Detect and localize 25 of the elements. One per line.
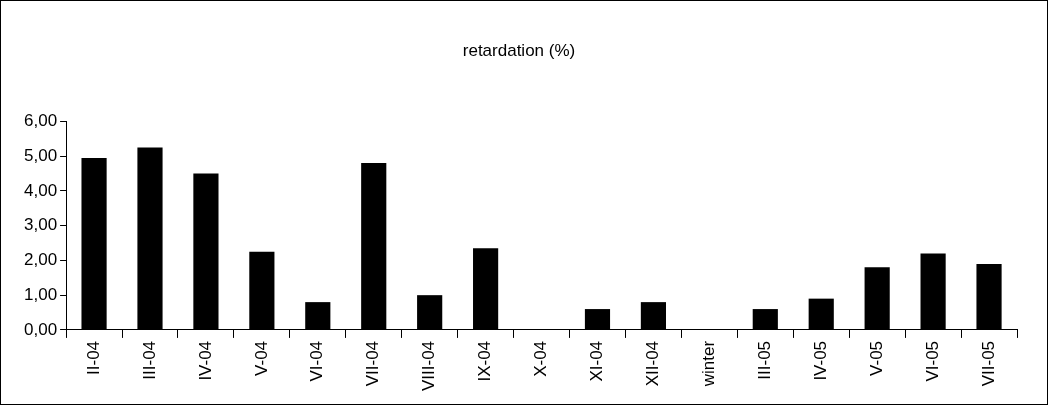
x-tick-label: IX-04 [475,340,495,382]
x-tick-label: IV-05 [810,340,830,381]
x-tick-label: VI-04 [307,340,327,382]
y-tick-label: 6,00 [23,111,58,131]
x-tick-label: II-04 [83,340,103,375]
x-tick-label: X-04 [531,340,551,377]
x-tick-label: VI-05 [922,340,942,382]
y-tick-label: 3,00 [23,215,58,235]
x-tick-label: III-04 [139,340,159,380]
y-tick-label: 1,00 [23,284,58,304]
chart-title: retardation (%) [462,40,576,60]
y-tick-label: 0,00 [23,319,58,339]
x-tick-label: VII-04 [363,340,383,387]
x-tick-label: IV-04 [195,340,215,381]
x-tick-label: VII-05 [978,340,998,387]
x-tick-label: VIII-04 [419,340,439,392]
y-tick-label: 4,00 [23,180,58,200]
x-tick-label: V-05 [866,340,886,376]
x-tick-label: XII-04 [643,340,663,387]
y-tick-label: 5,00 [23,145,58,165]
y-tick-label: 2,00 [23,250,58,270]
x-tick-label: XI-04 [587,340,607,382]
x-tick-label: winter [699,340,719,388]
x-tick-label: III-05 [754,340,774,380]
x-tick-label: V-04 [251,340,271,376]
